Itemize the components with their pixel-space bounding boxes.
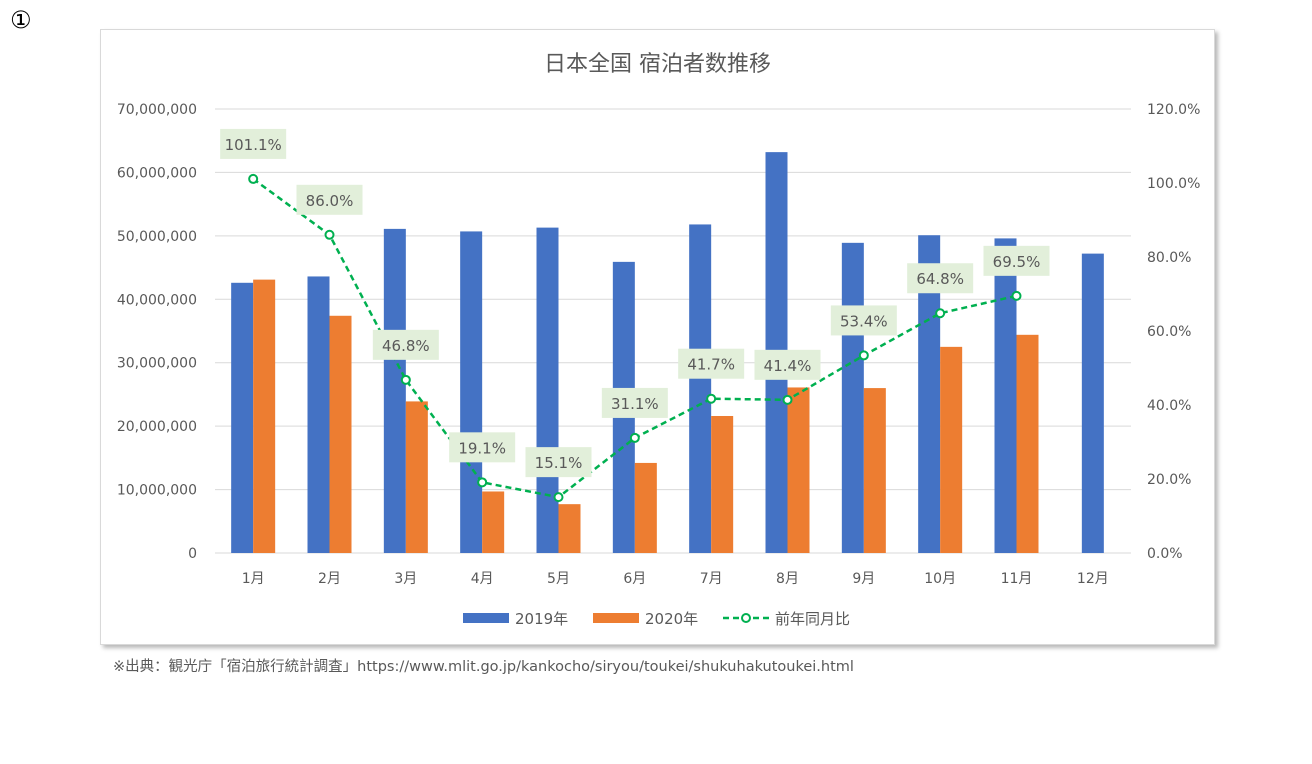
data-label: 19.1% xyxy=(458,439,506,457)
bar-2019 xyxy=(383,228,406,553)
legend-swatch-2019 xyxy=(463,613,509,623)
bar-2020 xyxy=(863,388,886,553)
ratio-point xyxy=(400,374,411,385)
ratio-point xyxy=(782,394,793,405)
data-label-box xyxy=(220,128,287,159)
legend-label-2020: 2020年 xyxy=(645,610,698,628)
bar-2019 xyxy=(841,242,864,553)
data-label-box xyxy=(525,447,592,478)
bar-2019 xyxy=(307,276,330,553)
x-tick-label: 11月 xyxy=(1001,571,1033,587)
x-tick-label: 9月 xyxy=(852,571,875,587)
bar-2019 xyxy=(231,282,254,553)
bar-2019 xyxy=(689,224,712,553)
data-label-box xyxy=(372,329,439,360)
data-label: 53.4% xyxy=(840,312,888,330)
data-label-box xyxy=(907,263,974,294)
chart-plot-area: 0 10,000,000 20,000,000 30,000,000 40,000,00… xyxy=(117,102,1201,628)
bar-2019 xyxy=(1081,253,1104,554)
data-label-box xyxy=(830,305,897,336)
x-tick-label: 8月 xyxy=(776,571,799,587)
data-label: 64.8% xyxy=(916,270,964,288)
ratio-point xyxy=(706,393,717,404)
y-left-tick-label: 30,000,000 xyxy=(117,356,197,372)
chart-frame: 日本全国 宿泊者数推移 0 10,000,000 20,000,000 30,000,… xyxy=(100,29,1215,645)
bar-2019 xyxy=(918,235,941,554)
x-tick-label: 2月 xyxy=(318,571,341,587)
x-tick-label: 3月 xyxy=(394,571,417,587)
x-tick-label: 5月 xyxy=(547,571,570,587)
bar-2020 xyxy=(634,462,657,553)
bar-2020 xyxy=(405,401,428,553)
data-label-box xyxy=(983,245,1050,276)
chart-title: 日本全国 宿泊者数推移 xyxy=(544,52,771,77)
ratio-point xyxy=(324,229,335,240)
bar-2019 xyxy=(994,238,1017,553)
y-left-tick-label: 40,000,000 xyxy=(117,292,197,308)
x-tick-label: 7月 xyxy=(700,571,723,587)
x-tick-label: 1月 xyxy=(242,571,265,587)
y-left-tick-label: 20,000,000 xyxy=(117,419,197,435)
ratio-point xyxy=(248,173,259,184)
bar-2020 xyxy=(558,504,581,553)
y-right-tick-label: 40.0% xyxy=(1147,398,1191,414)
legend-marker-ratio xyxy=(741,613,751,623)
data-label: 101.1% xyxy=(225,136,282,154)
data-label-box xyxy=(754,349,821,380)
y-right-tick-label: 0.0% xyxy=(1147,546,1183,562)
y-right-tick-label: 60.0% xyxy=(1147,324,1191,340)
y-left-tick-label: 70,000,000 xyxy=(117,102,197,118)
x-tick-label: 12月 xyxy=(1077,571,1109,587)
ratio-point xyxy=(553,492,564,503)
ratio-point xyxy=(858,350,869,361)
y-left-tick-label: 50,000,000 xyxy=(117,229,197,245)
source-note: ※出典：観光庁「宿泊旅行統計調査」https://www.mlit.go.jp/… xyxy=(113,659,854,675)
data-label: 46.8% xyxy=(382,337,430,355)
x-tick-label: 4月 xyxy=(471,571,494,587)
bar-2020 xyxy=(940,346,963,553)
y-right-tick-label: 20.0% xyxy=(1147,472,1191,488)
data-label: 86.0% xyxy=(306,192,354,210)
y-left-tick-label: 10,000,000 xyxy=(117,483,197,499)
data-label: 41.4% xyxy=(764,357,812,375)
ratio-point xyxy=(935,308,946,319)
y-left-tick-label: 0 xyxy=(188,546,197,562)
data-label: 15.1% xyxy=(535,454,583,472)
data-label-box xyxy=(296,184,363,215)
y-right-tick-label: 100.0% xyxy=(1147,176,1200,192)
data-label-box xyxy=(601,387,668,418)
ratio-point xyxy=(477,477,488,488)
y-left-tick-label: 60,000,000 xyxy=(117,165,197,181)
bar-2019 xyxy=(460,231,483,553)
data-label-box xyxy=(678,348,745,379)
bar-2020 xyxy=(329,315,352,553)
ratio-point xyxy=(1011,290,1022,301)
data-label-box xyxy=(449,432,516,463)
data-label: 41.7% xyxy=(687,356,735,374)
legend-swatch-2020 xyxy=(593,613,639,623)
bar-2020 xyxy=(787,387,810,553)
bar-2020 xyxy=(482,491,505,553)
data-label: 69.5% xyxy=(993,253,1041,271)
bar-2020 xyxy=(711,415,734,553)
bar-2019 xyxy=(536,227,559,553)
bar-2020 xyxy=(1016,334,1039,553)
y-right-tick-label: 80.0% xyxy=(1147,250,1191,266)
x-tick-label: 6月 xyxy=(623,571,646,587)
y-right-tick-label: 120.0% xyxy=(1147,102,1200,118)
x-tick-label: 10月 xyxy=(924,571,956,587)
ratio-point xyxy=(629,432,640,443)
bar-2020 xyxy=(253,279,276,553)
figure-number-marker: ① xyxy=(10,6,32,34)
data-label: 31.1% xyxy=(611,395,659,413)
legend-label-2019: 2019年 xyxy=(515,610,568,628)
legend-label-ratio: 前年同月比 xyxy=(775,610,850,628)
